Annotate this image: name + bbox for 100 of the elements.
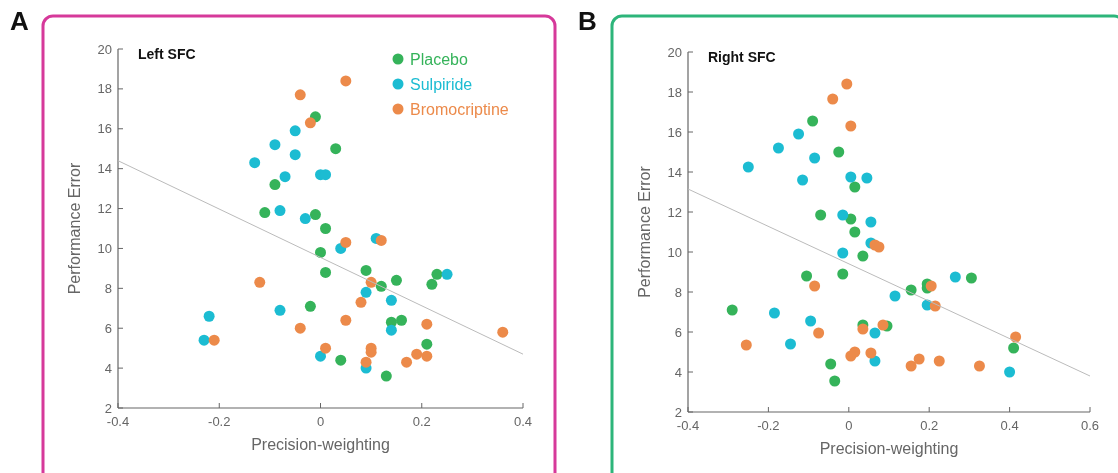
point (925, 280, 937, 292)
point (315, 350, 326, 362)
point (497, 326, 509, 338)
point (809, 280, 821, 292)
y-tick-label: 20 (667, 44, 682, 60)
point (785, 338, 797, 350)
point (289, 125, 301, 137)
point (861, 172, 873, 184)
point (849, 181, 861, 193)
point (396, 314, 407, 326)
point (340, 236, 352, 248)
point (833, 146, 845, 158)
point (949, 271, 961, 283)
y-tick-label: 14 (97, 161, 112, 177)
y-tick-label: 18 (97, 81, 112, 97)
point (320, 223, 332, 234)
point (385, 324, 397, 336)
point (801, 270, 813, 282)
chart-title: Right SFC (708, 49, 776, 65)
point (805, 315, 817, 327)
point (421, 338, 433, 350)
y-tick-label: 12 (667, 204, 682, 220)
point (889, 290, 901, 302)
y-axis-title: Performance Error (636, 165, 653, 298)
point (309, 209, 321, 221)
point (340, 314, 352, 326)
point (865, 347, 877, 359)
point (797, 174, 809, 186)
point (873, 241, 885, 253)
point (877, 319, 889, 331)
point (320, 342, 332, 354)
point (269, 179, 281, 191)
y-tick-label: 20 (97, 41, 112, 57)
legend-label: Sulpiride (410, 75, 473, 93)
point (330, 143, 342, 155)
y-tick-label: 8 (674, 284, 682, 300)
point (726, 304, 738, 316)
point (254, 276, 266, 288)
x-tick-label: 0 (316, 414, 325, 429)
point (772, 142, 784, 154)
point (203, 310, 215, 322)
y-tick-label: 14 (667, 164, 682, 180)
y-tick-label: 18 (667, 84, 682, 100)
point (340, 75, 352, 87)
point (355, 296, 367, 308)
y-tick-label: 8 (104, 280, 112, 296)
y-tick-label: 2 (674, 404, 682, 420)
point (274, 205, 286, 217)
x-tick-label: 0.6 (1080, 418, 1100, 433)
point (441, 268, 453, 280)
y-axis-title: Performance Error (66, 162, 83, 295)
y-tick-label: 6 (104, 320, 112, 336)
point (289, 149, 301, 161)
y-tick-label: 6 (674, 324, 682, 340)
point (740, 339, 752, 351)
point (269, 139, 281, 151)
point (809, 152, 821, 164)
point (249, 157, 261, 169)
point (360, 356, 372, 368)
y-tick-label: 2 (104, 400, 112, 416)
point (965, 272, 977, 284)
point (294, 322, 306, 334)
point (849, 226, 861, 238)
point (933, 355, 945, 367)
point (380, 370, 392, 382)
x-tick-label: -0.4 (106, 414, 130, 429)
legend-label: Placebo (410, 50, 468, 68)
point (837, 247, 849, 259)
point (865, 216, 877, 228)
x-axis-title: Precision-weighting (819, 440, 959, 457)
point (768, 307, 780, 319)
point (807, 115, 819, 127)
point (279, 171, 291, 183)
x-tick-label: 0.2 (412, 414, 431, 429)
point (259, 207, 271, 219)
y-tick-label: 10 (667, 244, 682, 260)
point (837, 209, 849, 221)
point (431, 268, 443, 280)
point (401, 356, 413, 368)
chart-title: Left SFC (138, 46, 196, 62)
point (905, 360, 917, 372)
point (827, 93, 839, 105)
point (857, 250, 869, 262)
y-tick-label: 4 (104, 360, 112, 376)
x-tick-label: 0 (845, 418, 853, 433)
point (793, 128, 805, 140)
point (208, 334, 220, 346)
y-tick-label: 12 (97, 201, 112, 217)
point (390, 274, 402, 286)
point (421, 350, 433, 362)
point (299, 213, 311, 225)
point (360, 264, 372, 276)
point (320, 266, 332, 278)
x-tick-label: -0.4 (676, 418, 700, 433)
point (304, 300, 316, 312)
point (274, 304, 286, 316)
x-tick-label: 0.4 (513, 414, 533, 429)
x-tick-label: -0.2 (757, 418, 780, 433)
point (335, 354, 347, 366)
point (411, 348, 423, 360)
